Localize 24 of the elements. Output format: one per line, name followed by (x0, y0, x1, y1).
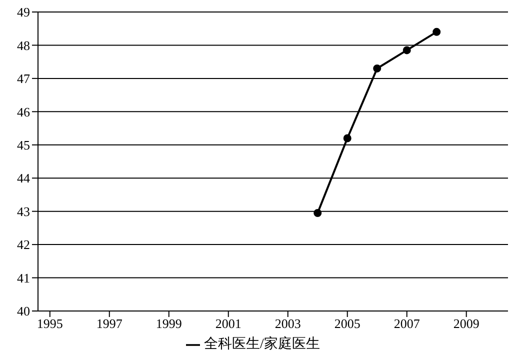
x-tick-label: 2005 (334, 316, 360, 332)
x-tick-label: 2003 (274, 316, 301, 332)
point (432, 28, 441, 36)
x-tick-label: 2009 (453, 316, 480, 332)
y-tick-label: 44 (17, 170, 30, 186)
y-tick-label: 40 (17, 304, 30, 319)
point (402, 46, 411, 54)
y-tick-label: 47 (17, 71, 30, 86)
y-tick-label: 46 (17, 104, 30, 120)
y-tick-label: 48 (17, 38, 30, 53)
y-tick-label: 41 (17, 270, 30, 286)
point (343, 134, 352, 142)
x-tick-label: 1997 (96, 316, 123, 332)
point (373, 64, 382, 72)
y-tick-label: 42 (17, 237, 30, 252)
x-tick-label: 2001 (215, 316, 242, 332)
legend-label: 全科医生/家庭医生 (204, 337, 320, 352)
y-tick-label: 45 (17, 138, 30, 153)
y-tick-label: 43 (17, 204, 30, 219)
x-tick-label: 1995 (36, 316, 63, 332)
point (314, 208, 322, 217)
x-tick-label: 1999 (156, 316, 182, 332)
y-tick-label: 49 (17, 4, 30, 20)
x-tick-label: 2007 (394, 316, 420, 332)
